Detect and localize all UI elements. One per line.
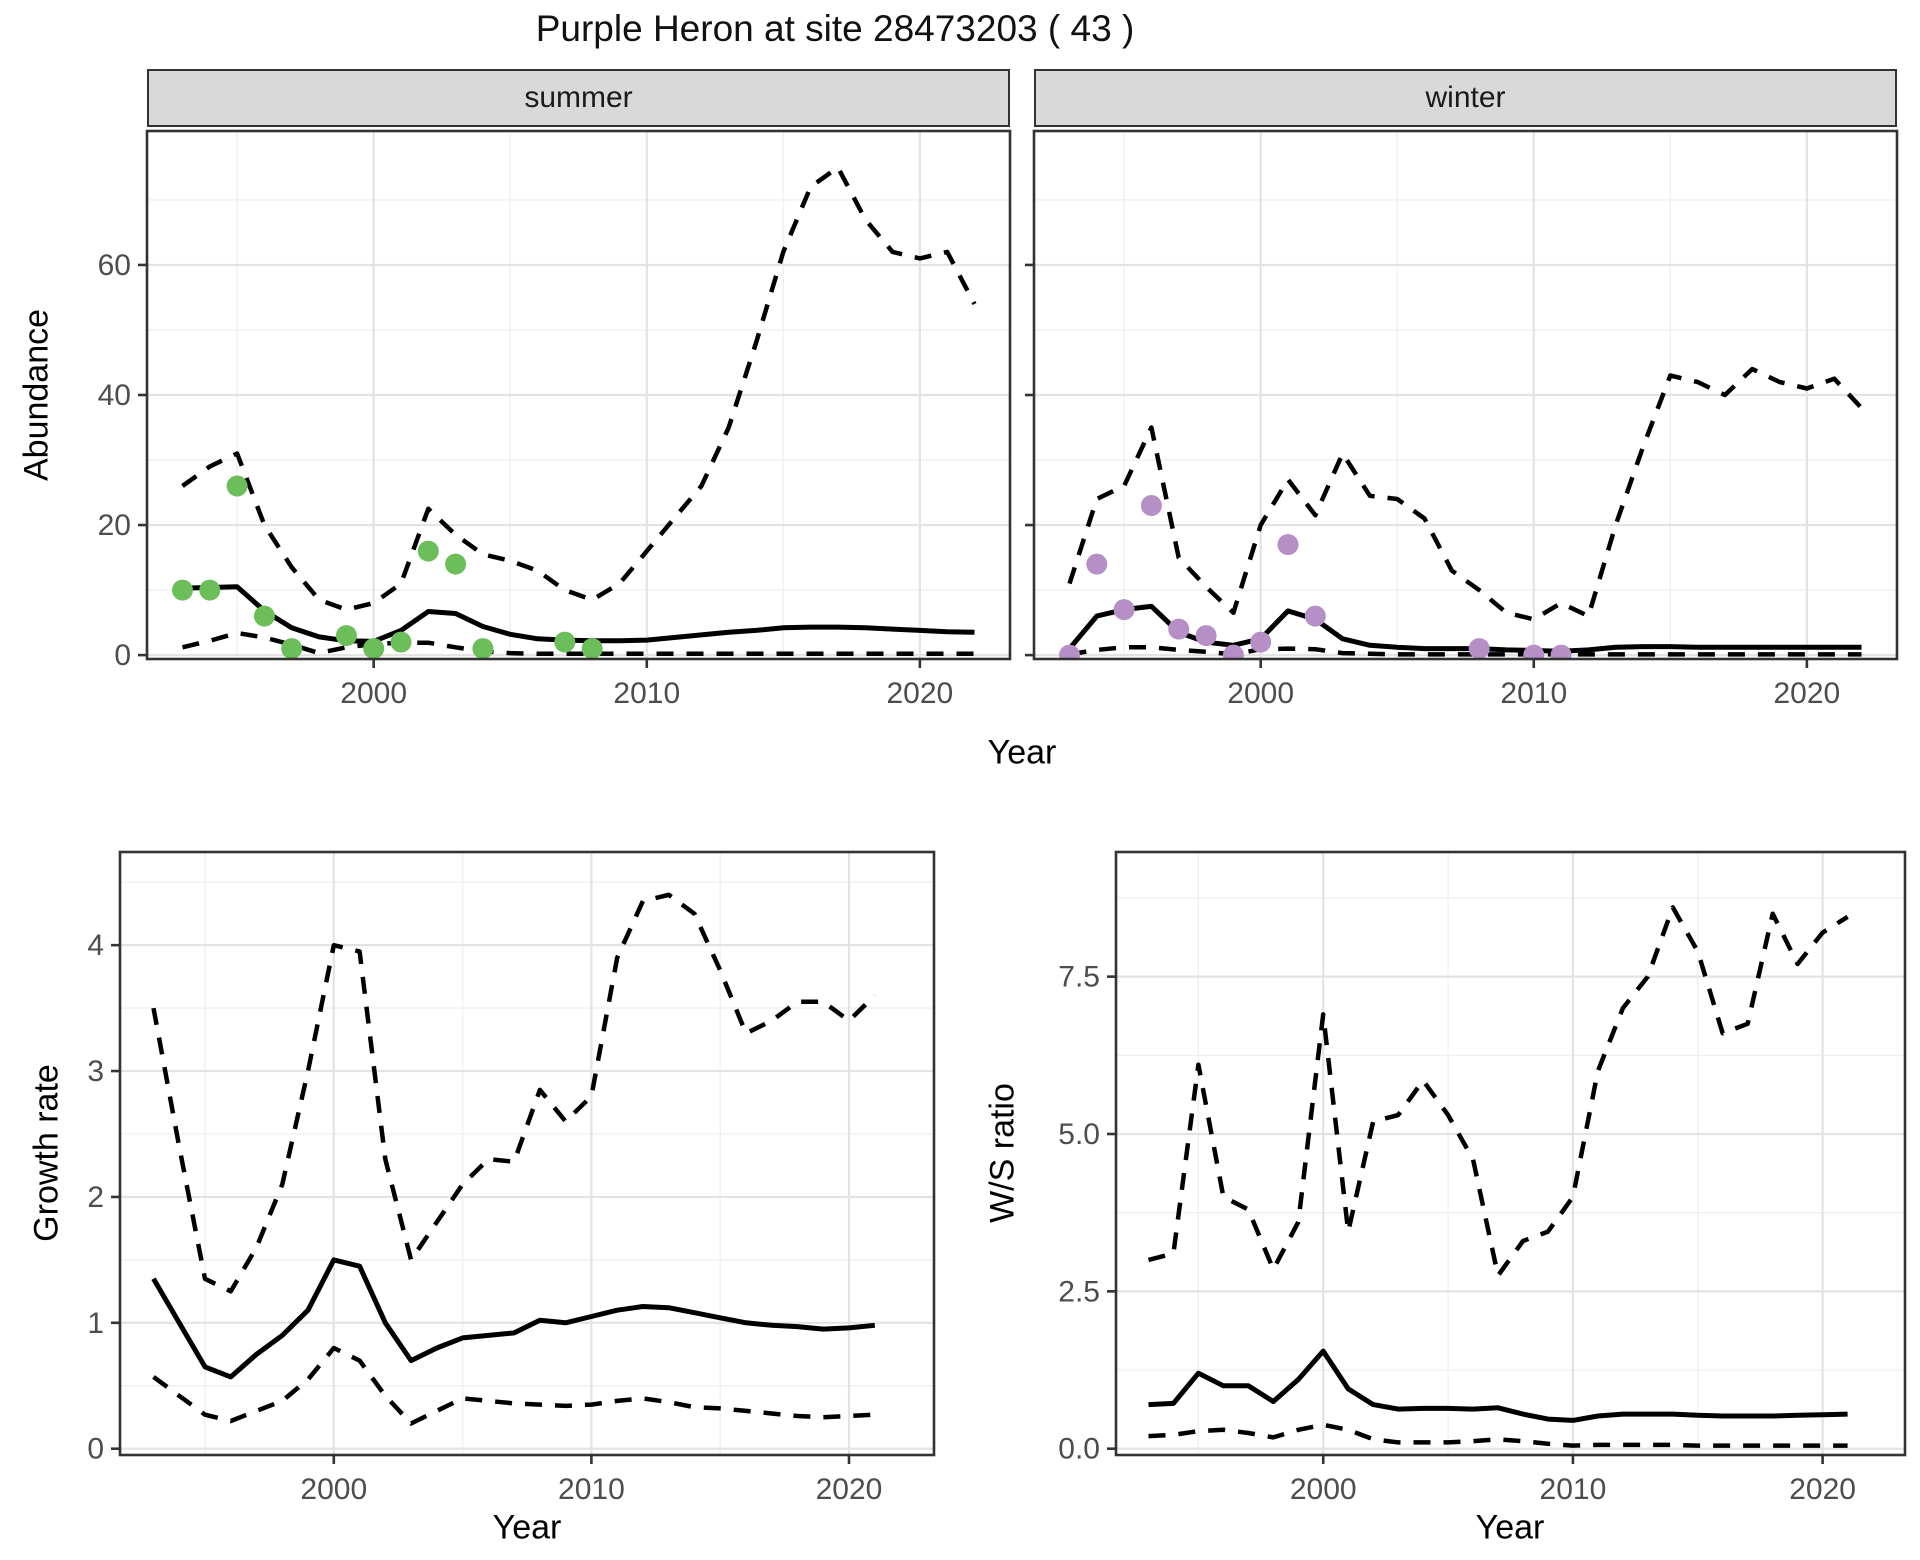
- abundance-summer-x-tick-label: 2010: [613, 677, 680, 710]
- y-axis-title-ws-ratio: W/S ratio: [983, 1083, 1022, 1223]
- winter-observations-point: [1168, 618, 1190, 640]
- growth-rate-y-tick-label: 0: [87, 1433, 104, 1466]
- growth-rate-y-tick-label: 3: [87, 1055, 104, 1088]
- ws-ratio-x-tick-label: 2020: [1789, 1473, 1856, 1506]
- winter-observations-point: [1250, 631, 1272, 653]
- summer-observations-point: [445, 553, 467, 575]
- ws-ratio-mean-line: [1148, 1348, 1848, 1423]
- summer-observations-point: [581, 638, 603, 659]
- x-axis-title-year-ws: Year: [1475, 1508, 1545, 1547]
- abundance-summer-y-tick-label: 20: [98, 509, 131, 542]
- winter-observations-point: [1304, 605, 1326, 627]
- winter-observations-point: [1222, 644, 1244, 659]
- winter-observations-point: [1277, 534, 1299, 556]
- growth-rate-y-tick-label: 2: [87, 1181, 104, 1214]
- abundance-summer-lower-ci-line: [181, 630, 975, 657]
- abundance-summer-x-tick-label: 2020: [887, 677, 954, 710]
- abundance-winter-x-tick-label: 2010: [1500, 677, 1567, 710]
- summer-observations-point: [554, 631, 576, 653]
- abundance-summer-x-tick-label: 2000: [340, 677, 407, 710]
- ws-ratio-y-tick-label: 0.0: [1058, 1433, 1100, 1466]
- growth-rate-x-tick-label: 2000: [300, 1473, 367, 1506]
- summer-observations-point: [253, 605, 275, 627]
- y-axis-title-abundance: Abundance: [17, 308, 56, 482]
- abundance-summer-y-tick-label: 0: [114, 639, 131, 672]
- abundance-winter-x-tick-label: 2020: [1774, 677, 1841, 710]
- facet-strip-winter: winter: [1034, 69, 1897, 127]
- summer-observations-point: [472, 638, 494, 659]
- ws-ratio-y-tick-label: 2.5: [1058, 1275, 1100, 1308]
- growth-rate-geoms: [151, 892, 877, 1426]
- abundance-winter-upper-ci-line: [1067, 366, 1864, 622]
- x-axis-title-year-top: Year: [987, 733, 1057, 772]
- abundance-summer-y-tick-label: 60: [98, 249, 131, 282]
- ws-ratio-upper-ci-line: [1147, 905, 1849, 1278]
- winter-observations-point: [1059, 644, 1080, 659]
- abundance-summer-mean-line: [182, 584, 975, 644]
- growth-rate-x-tick-label: 2020: [816, 1473, 883, 1506]
- summer-observations-point: [417, 540, 439, 562]
- abundance-winter-geoms: [1059, 366, 1864, 659]
- summer-observations-point: [335, 625, 357, 647]
- summer-observations-point: [363, 638, 385, 659]
- winter-observations-point: [1140, 495, 1162, 516]
- abundance-winter-lower-ci-line: [1069, 645, 1862, 657]
- growth-rate-lower-ci-line: [152, 1345, 875, 1426]
- winter-observations-point: [1550, 644, 1572, 659]
- growth-rate-x-tick-label: 2010: [558, 1473, 625, 1506]
- abundance-winter-x-tick-label: 2000: [1227, 677, 1294, 710]
- growth-rate-mean-line: [151, 1257, 876, 1380]
- ws-ratio-y-tick-label: 7.5: [1058, 961, 1100, 994]
- winter-observations-point: [1195, 625, 1217, 647]
- facet-strip-summer-label: summer: [524, 81, 633, 114]
- abundance-summer-upper-ci-line: [181, 165, 977, 612]
- winter-observations-point: [1113, 599, 1135, 621]
- summer-observations-point: [390, 631, 412, 653]
- growth-rate-y-tick-label: 4: [87, 929, 104, 962]
- ws-ratio-y-tick-label: 5.0: [1058, 1118, 1100, 1151]
- ws-ratio-x-tick-label: 2000: [1290, 1473, 1357, 1506]
- growth-rate-upper-ci-line: [151, 892, 877, 1294]
- summer-observations-point: [199, 579, 221, 601]
- ws-ratio-x-tick-label: 2010: [1540, 1473, 1607, 1506]
- abundance-summer-geoms: [172, 165, 977, 659]
- facet-strip-summer: summer: [147, 69, 1010, 127]
- facet-strip-winter-label: winter: [1425, 81, 1506, 114]
- plot-title: Purple Heron at site 28473203 ( 43 ): [535, 8, 1135, 49]
- summer-observations-point: [281, 638, 303, 659]
- ws-ratio-geoms: [1147, 905, 1849, 1448]
- y-axis-title-growth-rate: Growth rate: [27, 1064, 66, 1242]
- growth-rate-y-tick-label: 1: [87, 1307, 104, 1340]
- abundance-summer-y-tick-label: 40: [98, 379, 131, 412]
- winter-observations-point: [1523, 644, 1545, 659]
- winter-observations-point: [1468, 638, 1490, 659]
- summer-observations-point: [172, 579, 193, 601]
- winter-observations-point: [1086, 553, 1108, 575]
- x-axis-title-year-growth: Year: [492, 1508, 562, 1547]
- summer-observations-point: [226, 475, 248, 497]
